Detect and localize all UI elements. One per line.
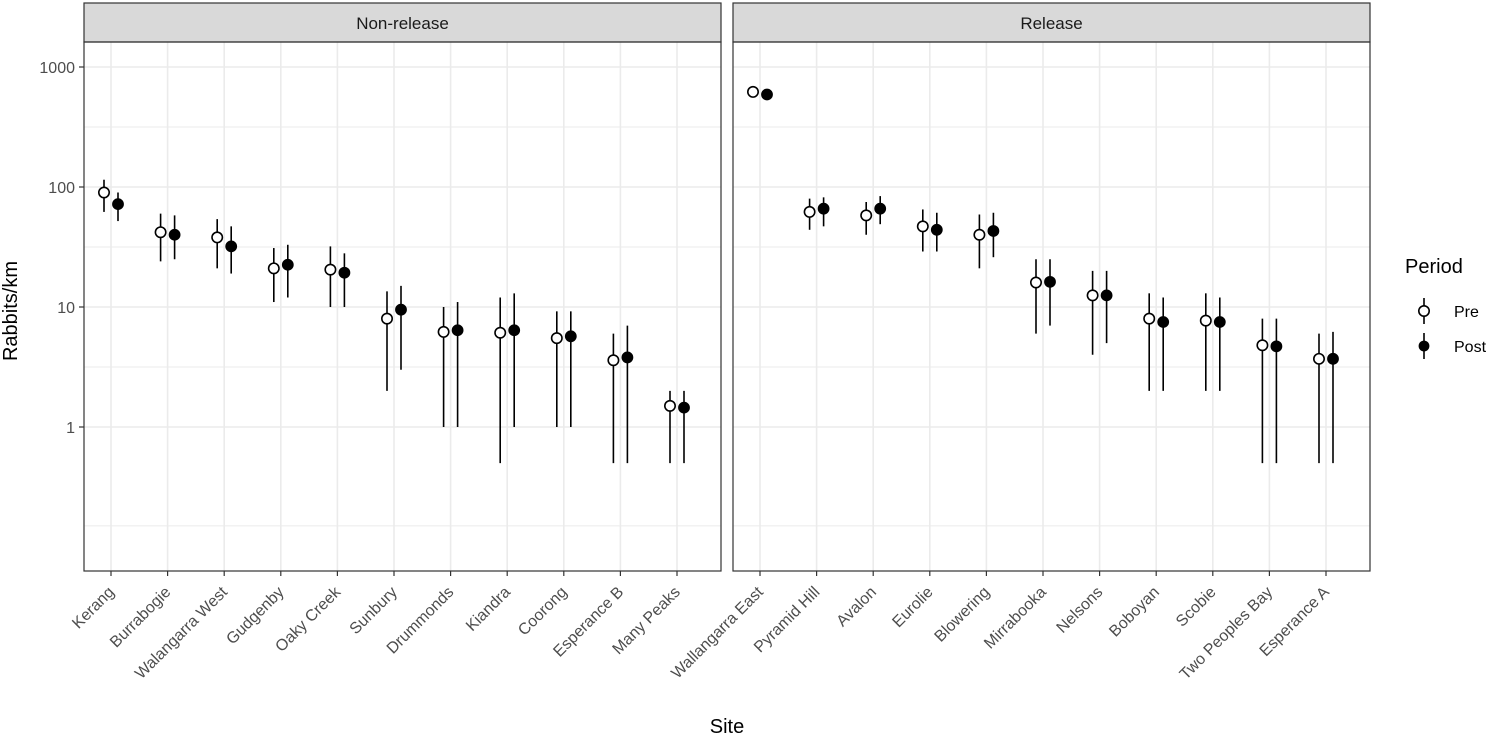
point-pre: [380, 312, 393, 325]
point-pre: [550, 332, 563, 345]
legend: Period Pre Post: [1405, 256, 1487, 359]
point-post: [1100, 289, 1113, 302]
point-post: [564, 330, 577, 343]
point-pre: [211, 231, 224, 244]
point-post: [761, 88, 773, 101]
legend-key-symbol: [1418, 304, 1431, 317]
panel-gridlines: [733, 42, 1370, 571]
strip-label: Non-release: [356, 14, 449, 33]
point-post: [281, 258, 294, 271]
point-pre: [860, 209, 873, 222]
point-pre: [1199, 314, 1212, 327]
legend-key-post: Post: [1418, 333, 1487, 359]
point-pre: [1086, 289, 1099, 302]
point-post: [451, 324, 464, 337]
point-post: [678, 401, 690, 414]
y-tick-label: 1000: [39, 60, 75, 77]
point-post: [817, 202, 830, 215]
legend-key-symbol: [1418, 340, 1430, 352]
strip-background: [83, 2, 722, 43]
point-post: [874, 202, 887, 215]
point-post: [1327, 352, 1339, 365]
point-pre: [1030, 276, 1043, 289]
point-pre: [154, 226, 167, 239]
point-post: [112, 198, 124, 211]
legend-key-pre: Pre: [1418, 298, 1479, 324]
point-pre: [916, 220, 929, 233]
point-post: [168, 228, 181, 241]
point-post: [1157, 316, 1170, 328]
point-pre: [324, 263, 337, 276]
legend-title: Period: [1405, 256, 1463, 278]
data-marks: [98, 179, 690, 464]
point-pre: [98, 186, 111, 199]
point-pre: [663, 399, 676, 412]
panel-border: [732, 41, 1371, 572]
strip-label: Release: [1020, 14, 1082, 33]
point-pre: [437, 325, 450, 338]
point-pre: [494, 326, 507, 339]
point-pre: [1256, 339, 1269, 352]
point-post: [338, 266, 351, 279]
y-tick-label: 1: [66, 420, 75, 437]
legend-label: Pre: [1454, 304, 1479, 321]
point-pre: [1313, 352, 1326, 365]
point-post: [930, 223, 943, 236]
point-post: [395, 303, 407, 316]
point-post: [508, 324, 521, 337]
point-pre: [803, 205, 816, 218]
x-axis-title: Site: [710, 716, 744, 735]
panel-gridlines: [84, 42, 721, 571]
point-post: [1270, 340, 1283, 353]
data-marks: [746, 85, 1339, 464]
point-pre: [973, 228, 986, 241]
point-post: [621, 351, 634, 364]
point-pre: [746, 85, 759, 98]
y-tick-label: 10: [57, 300, 75, 317]
point-post: [1213, 316, 1226, 328]
point-pre: [1143, 312, 1156, 325]
y-tick-label: 100: [48, 180, 75, 197]
point-post: [987, 225, 1000, 237]
y-axis-title: Rabbits/km: [0, 261, 22, 361]
point-post: [225, 240, 238, 253]
strip-background: [732, 2, 1371, 43]
point-post: [1044, 275, 1056, 288]
point-pre: [267, 262, 280, 275]
y-axis: 1 10 100 1000: [39, 60, 84, 437]
legend-label: Post: [1454, 339, 1487, 356]
point-pre: [607, 354, 620, 367]
